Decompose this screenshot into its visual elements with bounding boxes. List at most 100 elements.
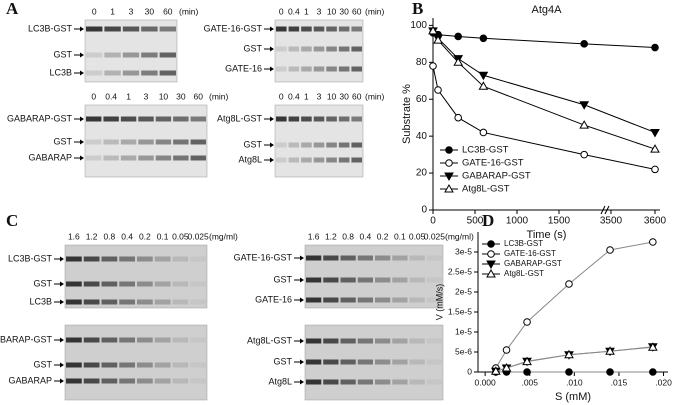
gel-band — [301, 26, 312, 32]
band-label: Atg8L — [238, 154, 262, 164]
gel-band — [375, 379, 391, 385]
gel-band — [326, 116, 337, 122]
gel-band — [137, 256, 153, 262]
gel-band — [141, 52, 158, 58]
band-label: GST — [243, 139, 262, 149]
y-tick-label: 1e-5 — [455, 326, 472, 336]
band-label: LC3B — [29, 296, 52, 306]
marker — [454, 32, 462, 41]
marker — [478, 71, 489, 81]
gel-band — [313, 142, 325, 148]
band-label: LC3B-GST — [8, 253, 53, 263]
y-tick-label: 2.5e-5 — [448, 266, 472, 276]
gel-band — [66, 281, 82, 287]
gel-band — [357, 359, 373, 365]
gel-band — [119, 281, 135, 287]
band-label: GABARAP-GST — [0, 334, 52, 344]
gel-band — [375, 359, 391, 365]
lane-label: 0.4 — [359, 231, 371, 241]
gel-band — [172, 281, 189, 287]
x-tick-label: 0 — [430, 216, 436, 227]
marker — [565, 280, 573, 288]
x-tick-label: 3600 — [644, 216, 667, 227]
gel-band — [288, 142, 300, 148]
gel-band — [120, 116, 137, 122]
gel-band — [154, 362, 171, 368]
gel-band — [323, 255, 339, 261]
gel-band — [154, 337, 171, 343]
gel-band — [159, 26, 176, 32]
gel-band — [155, 155, 172, 161]
gel-band — [288, 66, 300, 72]
gel-band — [375, 277, 391, 283]
marker — [579, 120, 590, 129]
gel-band — [103, 155, 119, 161]
legend-label: GABARAP-GST — [504, 259, 562, 268]
gel-band — [340, 359, 356, 365]
marker — [523, 318, 531, 326]
gel-band — [154, 256, 171, 262]
lane-label: 10 — [327, 91, 337, 101]
gel-band — [83, 256, 100, 262]
band-arrow-head — [300, 338, 304, 344]
gel-band — [301, 66, 312, 72]
gel-band — [288, 116, 300, 122]
band-label: GST — [273, 356, 292, 366]
gel-band — [340, 338, 356, 344]
gel-band — [375, 255, 391, 261]
band-arrow-head — [60, 378, 64, 384]
band-label: LC3B-GST — [28, 23, 73, 33]
gel-band — [323, 277, 339, 283]
gel-band — [86, 139, 102, 145]
band-label: Atg8L — [268, 376, 292, 386]
band-arrow-head — [60, 256, 64, 262]
x-tick-label: .005 — [521, 377, 538, 387]
gel-band — [338, 66, 350, 72]
gel-band — [426, 277, 442, 283]
gel-band — [66, 256, 82, 262]
gel-band — [409, 379, 425, 385]
gel-band — [190, 139, 206, 145]
gel-band — [86, 155, 102, 161]
panel-label: C — [6, 211, 18, 230]
marker — [523, 368, 531, 376]
lane-label: 1 — [304, 91, 309, 101]
legend-marker — [486, 268, 496, 278]
band-arrow-head — [270, 66, 274, 72]
gel-band — [86, 70, 103, 76]
gel-band — [301, 142, 312, 148]
marker — [453, 57, 464, 66]
band-label: Atg8L-GST — [217, 113, 263, 123]
lane-label: 0 — [91, 91, 96, 101]
gel-band — [340, 297, 356, 303]
marker — [579, 101, 590, 110]
band-arrow-head — [80, 116, 84, 122]
gel-band — [137, 299, 153, 305]
gel-band — [351, 157, 362, 163]
gel-band — [137, 378, 153, 384]
lane-label: 3 — [129, 6, 134, 16]
gel-band — [351, 116, 362, 122]
y-tick-label: 80 — [416, 57, 428, 68]
gel-band — [119, 256, 135, 262]
marker — [479, 34, 488, 43]
gel-band — [276, 46, 287, 52]
band-arrow-head — [60, 299, 64, 305]
legend-marker — [487, 240, 495, 248]
gel-band — [137, 362, 153, 368]
gel-band — [101, 256, 118, 262]
gel-band — [141, 70, 158, 76]
band-arrow-head — [270, 46, 274, 52]
gel-band — [288, 46, 300, 52]
gel-band — [306, 379, 322, 385]
lane-label: 3 — [317, 6, 322, 16]
y-axis-label: V (mM/s) — [434, 284, 444, 321]
gel-band — [392, 277, 408, 283]
marker — [433, 35, 443, 44]
x-tick-label: .010 — [566, 377, 583, 387]
gel-band — [172, 362, 189, 368]
y-tick-label: 40 — [416, 131, 428, 142]
legend-marker — [445, 159, 453, 167]
lane-label: 60 — [352, 6, 362, 16]
gel — [64, 244, 208, 309]
